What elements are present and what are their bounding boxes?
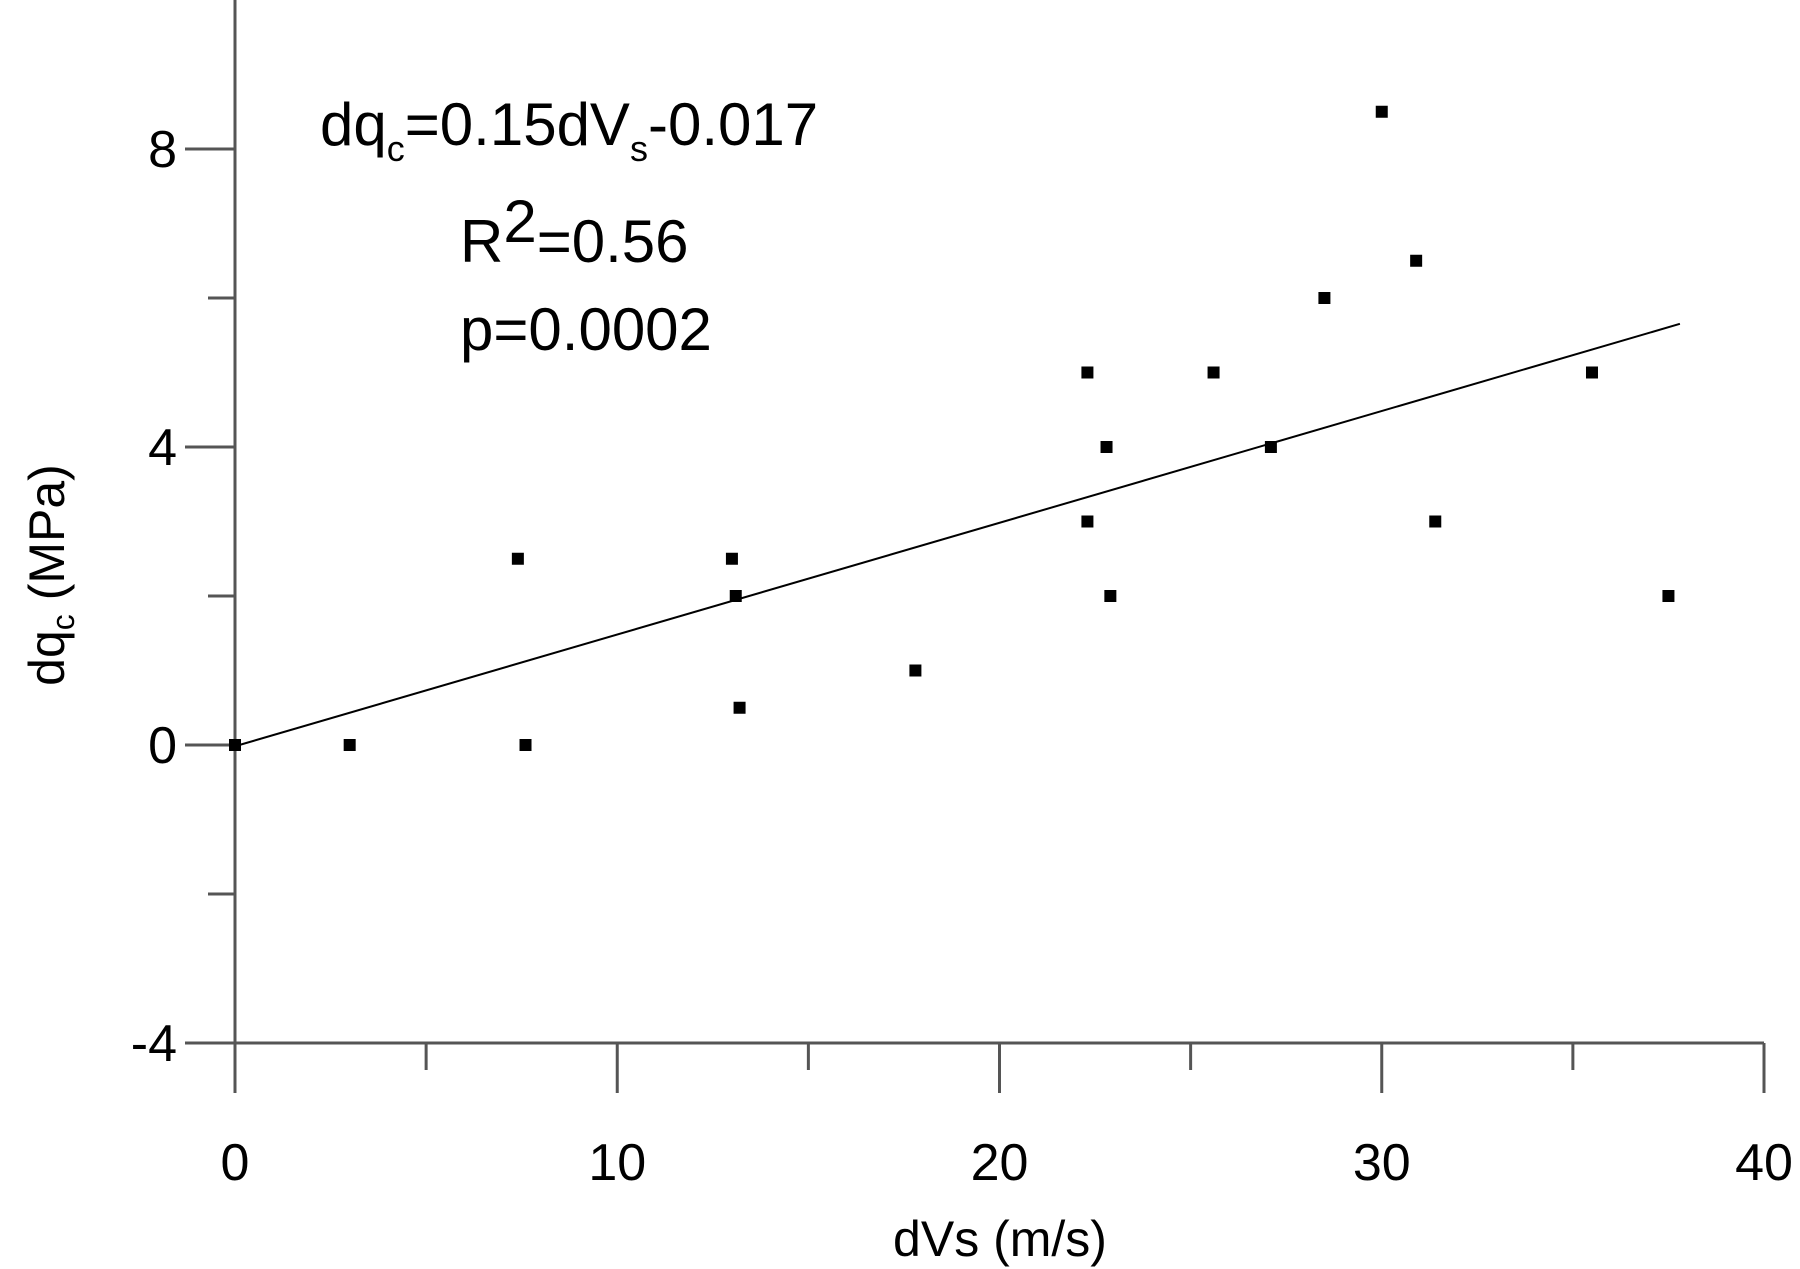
regression-equation: dqc=0.15dVs-0.017 — [320, 91, 818, 169]
x-tick-label: 30 — [1353, 1134, 1411, 1192]
x-tick-label: 20 — [971, 1134, 1029, 1192]
data-point — [909, 664, 922, 677]
y-axis-title-main: dq — [19, 630, 75, 686]
data-point — [1585, 366, 1598, 379]
x-axis-title: dVs (m/s) — [893, 1211, 1107, 1267]
eq-mid: =0.15dV — [405, 91, 630, 158]
data-point — [1410, 254, 1423, 267]
y-tick-label: -4 — [131, 1015, 177, 1073]
data-point — [229, 739, 241, 751]
data-point — [725, 552, 738, 565]
data-point — [729, 590, 742, 602]
data-point — [519, 739, 532, 751]
data-point — [1081, 515, 1094, 528]
data-point — [1264, 441, 1277, 453]
data-point — [1662, 590, 1675, 602]
eq-mid-sub: s — [630, 128, 648, 169]
x-ticks: 0 10 20 30 40 — [221, 1043, 1793, 1192]
y-axis-title-unit: (MPa) — [19, 464, 75, 614]
data-point — [343, 739, 356, 751]
p-value: p=0.0002 — [460, 296, 712, 363]
data-point — [1104, 590, 1117, 602]
eq-rhs: -0.017 — [648, 91, 818, 158]
x-tick-label: 40 — [1735, 1134, 1793, 1192]
y-tick-label: 0 — [148, 717, 177, 775]
r2-value: =0.56 — [537, 208, 689, 275]
r2-sup: 2 — [503, 188, 536, 255]
data-point — [511, 552, 524, 565]
r-squared: R2=0.56 — [460, 188, 689, 275]
y-axis-title: dqc (MPa) — [19, 464, 81, 686]
data-point — [1429, 515, 1442, 528]
data-point — [1207, 366, 1220, 379]
data-point — [1081, 366, 1094, 379]
r2-prefix: R — [460, 208, 503, 275]
y-axis-title-sub: c — [45, 614, 81, 630]
data-point — [733, 701, 746, 714]
eq-lhs: dq — [320, 91, 387, 158]
regression-line — [234, 322, 1681, 748]
x-tick-label: 10 — [588, 1134, 646, 1192]
y-ticks: -4 0 4 8 — [131, 121, 235, 1073]
eq-lhs-sub: c — [387, 128, 405, 169]
x-tick-label: 0 — [221, 1134, 250, 1192]
y-tick-label: 4 — [148, 419, 177, 477]
data-point — [1100, 441, 1113, 453]
data-point — [1318, 292, 1331, 304]
data-points — [229, 105, 1675, 751]
y-tick-label: 8 — [148, 121, 177, 179]
data-point — [1375, 105, 1388, 118]
